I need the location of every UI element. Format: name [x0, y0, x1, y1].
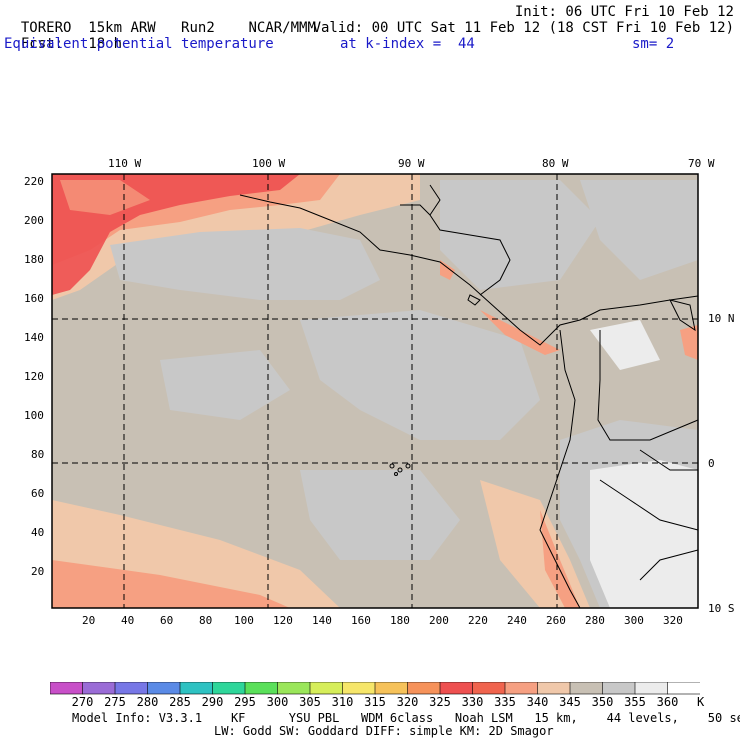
colorbar-label: 350: [591, 695, 614, 709]
colorbar-swatch: [602, 682, 636, 695]
colorbar-swatch: [82, 682, 116, 695]
colorbar-label: 320: [396, 695, 419, 709]
x-tick: 200: [429, 614, 449, 627]
level-info: at k-index = 44: [340, 36, 475, 52]
colorbar-label: 330: [461, 695, 484, 709]
grid-lines: [52, 174, 698, 608]
lat-label-10s: 10 S: [708, 602, 735, 615]
colorbar-swatch: [439, 682, 474, 695]
x-tick: 60: [160, 614, 174, 627]
x-tick: 40: [121, 614, 135, 627]
x-tick: 280: [585, 614, 605, 627]
lon-label-110w: 110 W: [108, 157, 142, 170]
colorbar-swatch: [634, 682, 669, 695]
colorbar-swatch: [277, 682, 311, 695]
colorbar-label: 325: [429, 695, 451, 709]
x-tick: 320: [663, 614, 683, 627]
colorbar-swatch: [179, 682, 214, 695]
colorbar-swatch: [342, 682, 376, 695]
colorbar-swatch: [472, 682, 506, 695]
lat-label-10n: 10 N: [708, 312, 735, 325]
lat-label-0: 0: [708, 457, 715, 470]
x-tick: 100: [234, 614, 254, 627]
y-tick: 20: [31, 565, 45, 578]
colorbar-swatch: [147, 682, 181, 695]
colorbar: [50, 682, 700, 695]
colorbar-swatch: [374, 682, 409, 695]
colorbar-label: 305: [299, 695, 321, 709]
colorbar-label: 270: [71, 695, 94, 709]
y-tick: 160: [24, 292, 44, 305]
temperature-field: [52, 174, 698, 608]
valid-time: Valid: 00 UTC Sat 11 Feb 12 (18 CST Fri …: [312, 20, 734, 36]
y-tick: 120: [24, 370, 44, 383]
colorbar-label: 355: [624, 695, 646, 709]
colorbar-swatch: [114, 682, 149, 695]
forecast-value: 18 h: [88, 36, 123, 52]
colorbar-label: 275: [104, 695, 126, 709]
y-tick: 100: [24, 409, 44, 422]
smoothing-info: sm= 2: [632, 36, 675, 52]
y-tick: 80: [31, 448, 45, 461]
lon-label-70w: 70 W: [688, 157, 715, 170]
x-tick: 220: [468, 614, 488, 627]
colorbar-label: 340: [526, 695, 549, 709]
y-tick: 40: [31, 526, 45, 539]
colorbar-label: 360: [656, 695, 679, 709]
colorbar-swatch: [504, 682, 539, 695]
y-tick: 200: [24, 214, 44, 227]
colorbar-label: 290: [201, 695, 224, 709]
colorbar-label: 285: [169, 695, 191, 709]
colorbar-label: 345: [559, 695, 581, 709]
colorbar-unit: K: [697, 695, 705, 709]
x-tick: 260: [546, 614, 566, 627]
y-tick: 180: [24, 253, 44, 266]
x-tick: 240: [507, 614, 527, 627]
y-tick: 140: [24, 331, 44, 344]
x-tick: 80: [199, 614, 213, 627]
colorbar-label: 335: [494, 695, 516, 709]
colorbar-swatch: [309, 682, 344, 695]
colorbar-label: 295: [234, 695, 256, 709]
y-tick: 60: [31, 487, 45, 500]
colorbar-swatch: [407, 682, 441, 695]
colorbar-swatch: [50, 682, 84, 695]
model-name: TORERO: [20, 20, 72, 36]
model-title: TORERO 15km ARW Run2 NCAR/MMM: [4, 4, 316, 36]
colorbar-swatch: [537, 682, 571, 695]
lon-label-80w: 80 W: [542, 157, 569, 170]
coastlines: [239, 184, 699, 609]
x-tick: 120: [273, 614, 293, 627]
colorbar-label: 315: [364, 695, 386, 709]
colorbar-label: 310: [331, 695, 354, 709]
forecast-hour: Fcst: 18 h: [4, 20, 122, 52]
model-physics: LW: Godd SW: Goddard DIFF: simple KM: 2D…: [214, 724, 554, 738]
model-info: Model Info: V3.3.1 KF YSU PBL WDM 6class…: [72, 711, 740, 725]
colorbar-swatch: [244, 682, 279, 695]
colorbar-label: 280: [136, 695, 159, 709]
x-tick: 180: [390, 614, 410, 627]
colorbar-swatch: [667, 682, 700, 695]
lon-label-100w: 100 W: [252, 157, 286, 170]
colorbar-label: 300: [266, 695, 289, 709]
init-time: Init: 06 UTC Fri 10 Feb 12: [514, 4, 734, 20]
map-frame: [51, 173, 699, 609]
x-tick: 160: [351, 614, 371, 627]
forecast-label: Fcst:: [20, 36, 64, 52]
field-name: Equivalent potential temperature: [4, 36, 274, 52]
x-tick: 20: [82, 614, 96, 627]
x-tick: 300: [624, 614, 644, 627]
y-tick: 220: [24, 175, 44, 188]
model-run: Run2: [181, 20, 215, 36]
x-tick: 140: [312, 614, 332, 627]
colorbar-swatch: [569, 682, 604, 695]
colorbar-swatch: [212, 682, 246, 695]
model-resolution: 15km ARW: [88, 20, 156, 36]
lon-label-90w: 90 W: [398, 157, 425, 170]
model-org: NCAR/MMM: [248, 20, 316, 36]
